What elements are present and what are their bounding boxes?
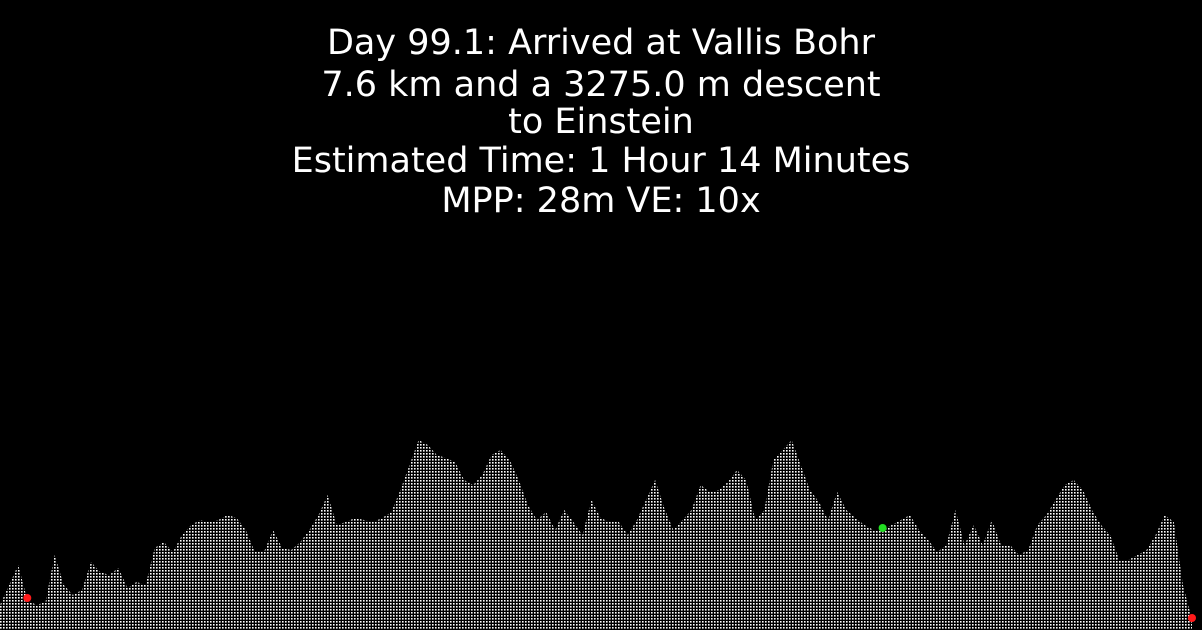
start-marker xyxy=(23,594,32,602)
distance-descent-text: 7.6 km and a 3275.0 m descent xyxy=(321,65,881,105)
destination-text: to Einstein xyxy=(508,102,694,142)
terrain-area xyxy=(0,440,1202,630)
estimated-time-text: Estimated Time: 1 Hour 14 Minutes xyxy=(291,141,911,181)
end-marker xyxy=(1188,614,1196,622)
mpp-ve-text: MPP: 28m VE: 10x xyxy=(441,181,761,221)
route-header: Day 99.1: Arrived at Vallis Bohr 7.6 km … xyxy=(0,22,1202,222)
current-position-marker xyxy=(878,524,887,532)
day-title: Day 99.1: Arrived at Vallis Bohr xyxy=(326,23,875,63)
